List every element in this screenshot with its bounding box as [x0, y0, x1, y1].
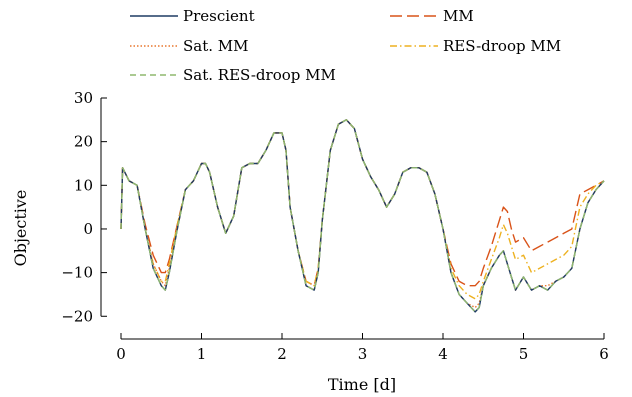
series-line — [120, 119, 605, 300]
y-tick-label: 10 — [74, 176, 93, 194]
plot-area — [120, 119, 605, 313]
x-tick-label: 1 — [197, 345, 207, 363]
x-tick-label: 4 — [438, 345, 448, 363]
legend-label: Sat. RES-droop MM — [183, 66, 336, 84]
y-tick-label: −20 — [61, 307, 93, 325]
y-tick-label: 30 — [74, 89, 93, 107]
series-line — [120, 119, 605, 313]
legend-label: Sat. MM — [183, 37, 249, 55]
x-axis-label: Time [d] — [328, 375, 396, 394]
series-line — [120, 119, 605, 309]
x-tick-label: 3 — [358, 345, 368, 363]
axes: −20 −10 0 10 20 30 0 1 2 3 4 5 6 — [61, 89, 608, 363]
y-tick-label: −10 — [61, 264, 93, 282]
series-line — [120, 119, 605, 287]
x-tick-label: 0 — [116, 345, 126, 363]
legend-label: MM — [443, 7, 474, 25]
x-tick-label: 2 — [277, 345, 287, 363]
legend: Prescient MM Sat. MM RES-droop MM Sat. RES-d… — [130, 7, 561, 84]
x-tick-label: 5 — [519, 345, 529, 363]
y-axis-label: Objective — [11, 190, 30, 267]
series-line — [120, 119, 605, 313]
legend-label: RES-droop MM — [443, 37, 561, 55]
y-tick-label: 20 — [74, 133, 93, 151]
x-tick-label: 6 — [599, 345, 609, 363]
y-tick-label: 0 — [83, 220, 93, 238]
legend-label: Prescient — [183, 7, 255, 25]
